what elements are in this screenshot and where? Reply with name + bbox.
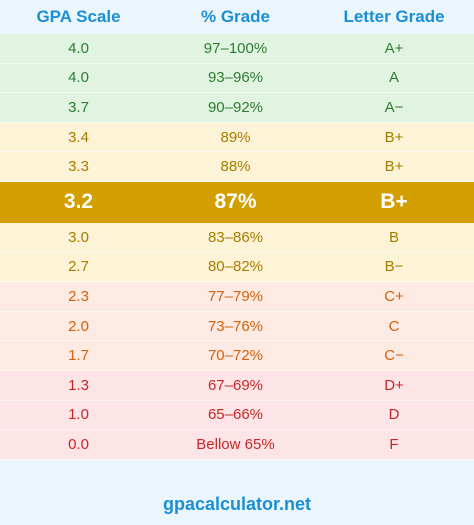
footer: gpacalculator.net xyxy=(0,483,474,525)
percent-cell: 80–82% xyxy=(207,258,264,276)
percent-cell: 70–72% xyxy=(207,347,264,365)
table-row: 0.0 Bellow 65% F xyxy=(0,430,474,460)
gpa-cell: 1.0 xyxy=(68,406,89,424)
letter-cell: A+ xyxy=(384,39,404,57)
letter-cell: C− xyxy=(384,347,404,365)
table-row: 1.7 70–72% C− xyxy=(0,341,474,371)
letter-cell: A xyxy=(388,69,399,87)
percent-cell: Bellow 65% xyxy=(196,435,275,453)
letter-cell: C+ xyxy=(384,287,404,305)
header-letter-grade: Letter Grade xyxy=(343,7,445,26)
percent-cell: 67–69% xyxy=(207,376,264,394)
percent-cell: 89% xyxy=(220,128,251,146)
gpa-cell: 2.7 xyxy=(68,258,89,276)
gpa-cell: 3.0 xyxy=(68,228,89,246)
percent-cell: 88% xyxy=(220,158,251,176)
header-percent-grade: % Grade xyxy=(201,7,270,26)
letter-cell: C xyxy=(388,317,400,335)
letter-cell: A− xyxy=(384,98,404,116)
percent-cell: 93–96% xyxy=(207,69,264,87)
header-gpa-scale: GPA Scale xyxy=(36,7,121,26)
table-row: 4.0 97–100% A+ xyxy=(0,34,474,64)
percent-cell: 77–79% xyxy=(207,287,264,305)
table-row: 2.7 80–82% B− xyxy=(0,252,474,283)
letter-cell: B xyxy=(388,228,399,246)
table-row: 1.0 65–66% D xyxy=(0,400,474,431)
site-name: gpacalculator.net xyxy=(162,493,312,514)
gpa-cell: 3.7 xyxy=(68,98,89,116)
letter-cell: B+ xyxy=(380,190,408,214)
table-row: 1.3 67–69% D+ xyxy=(0,370,474,401)
percent-cell: 97–100% xyxy=(203,39,268,57)
percent-cell: 73–76% xyxy=(207,317,264,335)
table-row-highlighted: 3.2 87% B+ xyxy=(0,181,474,223)
gpa-cell: 4.0 xyxy=(68,39,89,57)
gpa-cell: 3.4 xyxy=(68,128,89,146)
letter-cell: B+ xyxy=(384,128,404,146)
letter-cell: D xyxy=(388,406,400,424)
gpa-cell: 1.7 xyxy=(68,347,89,365)
table-row: 3.0 83–86% B xyxy=(0,222,474,253)
gpa-cell: 0.0 xyxy=(68,435,89,453)
letter-cell: F xyxy=(389,435,399,453)
gpa-cell: 2.3 xyxy=(68,287,89,305)
table-row: 4.0 93–96% A xyxy=(0,63,474,94)
gpa-cell: 1.3 xyxy=(68,376,89,394)
gpa-cell: 3.3 xyxy=(68,158,89,176)
table-row: 3.3 88% B+ xyxy=(0,152,474,182)
percent-cell: 83–86% xyxy=(207,228,264,246)
letter-cell: B− xyxy=(384,258,404,276)
table-body: 4.0 97–100% A+ 4.0 93–96% A 3.7 90–92% A− 3.4 89% B… xyxy=(0,34,474,460)
table-row: 3.7 90–92% A− xyxy=(0,93,474,123)
percent-cell: 87% xyxy=(214,190,257,214)
percent-cell: 65–66% xyxy=(207,406,264,424)
letter-cell: D+ xyxy=(384,376,404,394)
gpa-cell: 4.0 xyxy=(68,69,89,87)
letter-cell: B+ xyxy=(384,158,404,176)
gpa-cell: 3.2 xyxy=(63,190,94,214)
table-row: 2.3 77–79% C+ xyxy=(0,282,474,312)
table-row: 3.4 89% B+ xyxy=(0,122,474,153)
percent-cell: 90–92% xyxy=(207,98,264,116)
table-header: GPA Scale % Grade Letter Grade xyxy=(0,0,474,34)
gpa-cell: 2.0 xyxy=(68,317,89,335)
table-row: 2.0 73–76% C xyxy=(0,311,474,342)
